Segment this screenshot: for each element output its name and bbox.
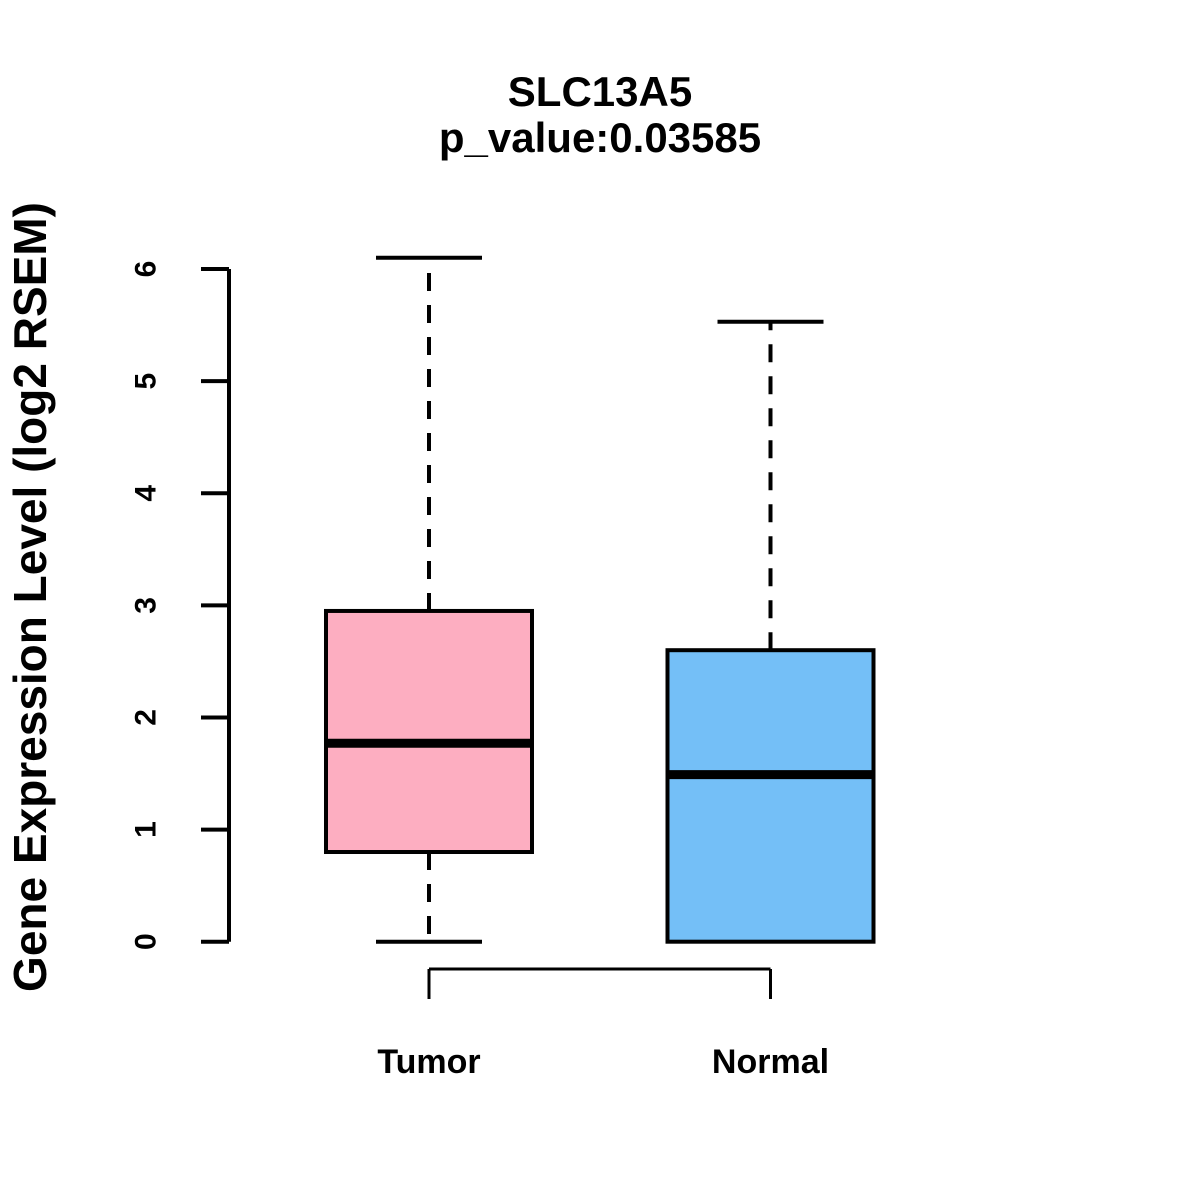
y-axis: 0 1 2 3 4 5 6 — [130, 261, 231, 950]
x-axis-bracket — [427, 967, 772, 999]
y-tick-label: 6 — [130, 261, 163, 278]
x-axis-labels: Tumor Normal — [377, 1043, 829, 1081]
box-group-tumor — [324, 255, 534, 944]
y-tick-label: 2 — [130, 709, 163, 726]
y-tick-label: 0 — [130, 933, 163, 950]
category-label-normal: Normal — [712, 1043, 829, 1081]
y-tick-label: 4 — [130, 485, 163, 502]
y-tick-label: 1 — [130, 821, 163, 838]
chart-title: SLC13A5 — [508, 68, 692, 115]
chart-subtitle-pvalue: p_value:0.03585 — [439, 114, 761, 161]
y-tick-label: 3 — [130, 597, 163, 614]
box-group-normal — [665, 319, 876, 944]
category-label-tumor: Tumor — [377, 1043, 480, 1081]
iqr-box-normal — [665, 648, 876, 944]
y-tick-label: 5 — [130, 373, 163, 390]
iqr-box-tumor — [324, 608, 534, 855]
y-axis-title: Gene Expression Level (log2 RSEM) — [4, 202, 56, 992]
plot-area — [324, 255, 876, 944]
